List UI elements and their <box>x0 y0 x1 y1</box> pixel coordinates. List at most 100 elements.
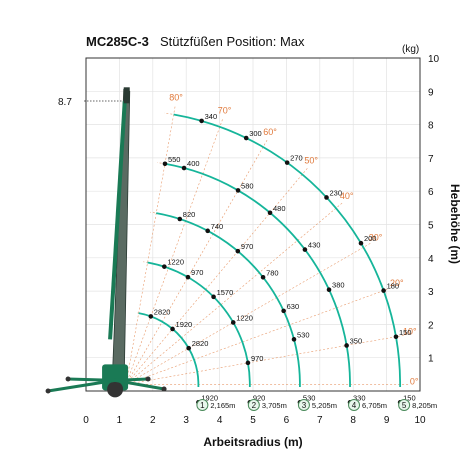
section-number: 3 <box>302 401 307 410</box>
section-number-badge <box>196 399 209 411</box>
section-number: 1 <box>200 401 205 410</box>
section-number-badge <box>297 399 310 411</box>
load-value: 340 <box>205 112 218 121</box>
load-point <box>235 188 241 193</box>
load-point <box>291 337 297 342</box>
load-value: 1220 <box>167 258 184 267</box>
load-point <box>302 247 308 252</box>
load-value: 530 <box>303 393 316 402</box>
load-point <box>186 345 192 351</box>
load-value: 2820 <box>192 339 209 348</box>
crane-body <box>102 364 129 391</box>
x-tick-labels: 0 1 2 3 4 5 6 7 8 9 10 <box>83 415 426 426</box>
load-point <box>326 287 332 292</box>
x-axis-label: Arbeitsradius (m) <box>203 435 302 449</box>
angle-ray <box>125 119 223 385</box>
load-value: 150 <box>399 328 412 337</box>
crane-outrigger <box>68 377 116 382</box>
section-number: 2 <box>252 401 257 410</box>
load-point <box>170 326 175 332</box>
x-tick-label: 0 <box>83 415 89 426</box>
capacity-curve <box>164 162 351 387</box>
load-point <box>393 334 399 340</box>
angle-ray <box>125 202 343 385</box>
load-value: 180 <box>387 282 400 291</box>
outrigger-pad <box>65 376 71 382</box>
y-tick-label: 9 <box>428 87 434 98</box>
y-tick-label: 6 <box>428 187 434 198</box>
y-tick-label: 1 <box>428 354 434 365</box>
load-point <box>199 118 204 124</box>
section-reach: 3,705m <box>262 401 287 410</box>
section-number-badge <box>398 399 411 411</box>
load-point <box>260 275 266 280</box>
y-tick-label: 8 <box>428 121 434 132</box>
y-tick-label: 10 <box>428 54 440 65</box>
angle-ray <box>125 168 308 385</box>
capacity-curve <box>156 212 301 387</box>
load-value: 550 <box>168 155 181 164</box>
section-reach: 2,165m <box>210 401 235 410</box>
load-value: 780 <box>266 268 279 277</box>
x-tick-label: 4 <box>217 415 223 426</box>
max-height-label: 8.7 <box>58 97 72 108</box>
load-point <box>162 161 168 167</box>
load-point <box>185 274 191 280</box>
y-tick-label: 5 <box>428 221 434 232</box>
boom-section-markers: 1 2,165m 2 3,705m 3 5,205m 4 6,705m 5 8,205m <box>196 399 437 411</box>
load-value: 1220 <box>236 313 253 322</box>
load-value: 330 <box>353 393 366 402</box>
chart-subtitle: Stützfüßen Position: Max <box>160 34 305 49</box>
load-value: 150 <box>403 393 416 402</box>
load-point <box>284 160 290 165</box>
outrigger-pad <box>145 376 151 382</box>
angle-ray <box>125 139 268 385</box>
load-point <box>211 294 216 300</box>
load-point <box>245 360 251 366</box>
x-tick-label: 10 <box>414 415 426 426</box>
load-value: 380 <box>332 281 345 290</box>
crane-illustration <box>45 87 167 398</box>
crane-outrigger <box>114 378 165 391</box>
load-value: 1920 <box>201 393 218 402</box>
load-point <box>281 308 286 314</box>
load-point <box>381 288 386 293</box>
angle-label: 0° <box>410 376 419 386</box>
angle-label: 80° <box>169 93 183 103</box>
x-tick-label: 5 <box>250 415 256 426</box>
y-tick-label: 7 <box>428 154 434 165</box>
crane-outrigger <box>47 378 116 393</box>
load-value: 1570 <box>217 288 234 297</box>
y-tick-label: 3 <box>428 287 434 298</box>
load-point <box>181 165 187 171</box>
x-tick-label: 7 <box>317 415 323 426</box>
angle-label: 10° <box>403 326 417 336</box>
load-value: 430 <box>308 241 321 250</box>
outrigger-pad <box>161 386 167 392</box>
load-value: 400 <box>187 159 200 168</box>
angle-ray <box>125 106 176 385</box>
y-axis-label: Hebehöhe (m) <box>448 184 462 264</box>
x-tick-label: 8 <box>350 415 356 426</box>
load-value: 920 <box>253 393 266 402</box>
section-number-badge <box>348 399 361 411</box>
load-value: 740 <box>211 222 224 231</box>
unit-label: (kg) <box>402 44 419 55</box>
section-reach: 6,705m <box>362 401 387 410</box>
load-point <box>358 240 364 246</box>
chart-model-title: MC285C-3 <box>86 34 149 49</box>
load-value: 2820 <box>154 307 171 316</box>
angle-label: 30° <box>369 232 383 242</box>
angle-ray <box>125 243 371 385</box>
crane-outrigger <box>115 377 149 382</box>
load-value: 480 <box>273 204 286 213</box>
angle-label: 60° <box>263 127 277 137</box>
load-value: 270 <box>290 154 303 163</box>
x-tick-label: 6 <box>284 415 290 426</box>
capacity-curves: 1920 2820 1920 2820 920 970 1220 1570 970 1220 530… <box>138 112 416 405</box>
capacity-curve <box>173 113 402 387</box>
load-point <box>230 320 236 325</box>
load-value: 630 <box>287 302 300 311</box>
load-point <box>177 216 183 222</box>
angle-ray <box>125 287 392 385</box>
